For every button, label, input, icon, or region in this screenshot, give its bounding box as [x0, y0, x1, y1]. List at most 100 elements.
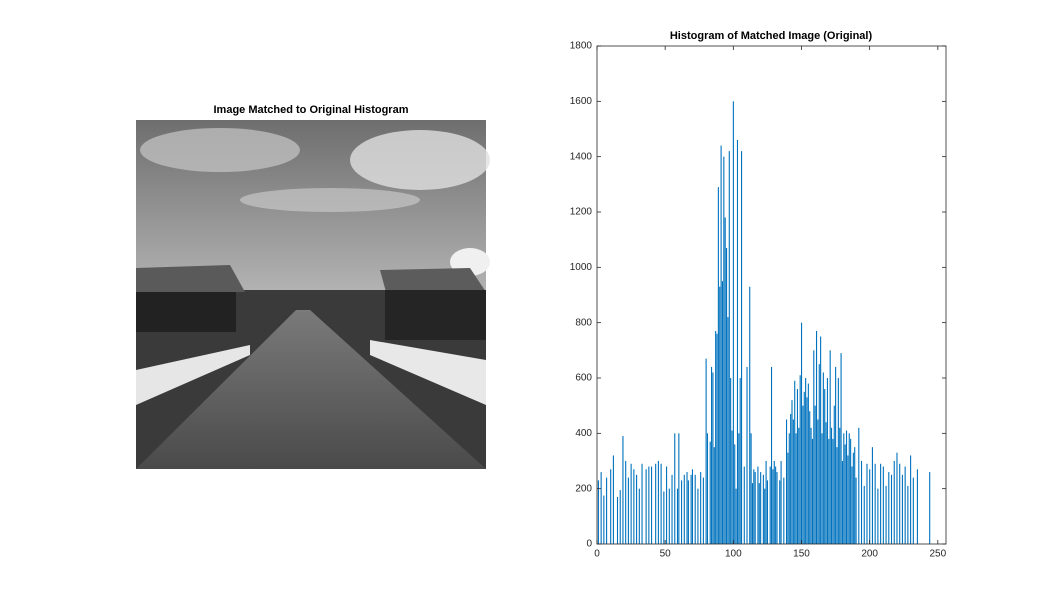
y-tick-label: 1000 — [570, 262, 593, 273]
bar — [668, 488, 670, 544]
bar — [743, 466, 745, 544]
bar — [785, 419, 788, 544]
y-tick-label: 1600 — [570, 96, 593, 107]
chart-title: Histogram of Matched Image (Original) — [670, 30, 873, 42]
y-tick-label: 0 — [586, 539, 592, 550]
bar — [739, 378, 741, 544]
bar — [772, 469, 774, 544]
bar — [912, 477, 914, 544]
bar — [749, 286, 751, 544]
bar — [657, 461, 659, 544]
bar — [690, 474, 692, 544]
bar — [723, 156, 725, 544]
bar — [791, 400, 793, 544]
bar — [666, 466, 668, 544]
bar — [896, 452, 898, 544]
bar — [606, 477, 608, 544]
bar — [686, 472, 688, 544]
bar — [858, 427, 860, 544]
bar — [769, 466, 771, 544]
bar — [610, 469, 612, 544]
bar — [727, 317, 729, 544]
bar — [851, 466, 853, 544]
photo — [136, 120, 490, 469]
bar — [888, 472, 890, 544]
bar — [753, 469, 755, 544]
bar — [612, 455, 614, 544]
bar — [783, 477, 785, 544]
bar — [765, 461, 767, 544]
bar — [806, 397, 808, 544]
bar — [627, 477, 629, 544]
bar — [705, 358, 707, 544]
bar — [721, 281, 724, 544]
bar — [712, 372, 714, 544]
bar — [866, 463, 868, 544]
bar — [818, 364, 820, 544]
bar — [771, 366, 773, 544]
bar — [741, 151, 743, 544]
bar — [815, 330, 818, 544]
bar — [890, 474, 893, 544]
bar — [758, 483, 760, 544]
y-tick-label: 400 — [575, 428, 592, 439]
bar — [869, 469, 871, 544]
bar — [709, 441, 711, 544]
bar — [738, 433, 740, 544]
bar — [724, 217, 726, 545]
bar — [803, 391, 805, 544]
bar — [719, 286, 721, 544]
x-tick-label: 250 — [929, 549, 946, 560]
bar — [874, 463, 876, 544]
bar — [810, 427, 812, 544]
bar — [633, 469, 635, 544]
bar — [792, 419, 794, 544]
bar — [720, 145, 722, 544]
bar — [754, 472, 756, 544]
bar — [603, 495, 605, 544]
bar — [904, 466, 906, 544]
bar — [805, 378, 807, 544]
bar — [802, 405, 804, 544]
bar — [764, 488, 766, 544]
bar — [731, 430, 733, 544]
x-tick-label: 100 — [725, 549, 742, 560]
bar — [828, 438, 830, 544]
bar — [787, 452, 789, 544]
bar — [798, 427, 800, 544]
bar — [871, 447, 873, 544]
bar — [826, 378, 828, 544]
bar — [839, 427, 841, 544]
bar — [796, 389, 799, 544]
bar — [852, 452, 854, 544]
bar — [697, 488, 699, 544]
bar — [683, 474, 685, 544]
y-tick-label: 600 — [575, 373, 592, 384]
bar — [910, 455, 912, 544]
bar — [600, 472, 602, 544]
bar — [811, 438, 813, 544]
bar — [760, 472, 762, 544]
bar — [622, 436, 624, 544]
bar — [899, 463, 901, 544]
bar — [840, 353, 842, 544]
bar — [706, 433, 709, 544]
x-tick-label: 200 — [861, 549, 878, 560]
bar — [655, 463, 657, 544]
bar — [630, 463, 632, 544]
bar — [711, 366, 713, 544]
bar — [788, 433, 790, 544]
bar — [736, 140, 739, 545]
x-tick-label: 50 — [660, 549, 672, 560]
bar — [822, 372, 824, 544]
bar — [800, 322, 803, 544]
axes-box — [596, 45, 947, 545]
bar — [681, 480, 683, 544]
bar — [775, 466, 777, 544]
bar — [717, 187, 719, 544]
bar — [728, 151, 730, 544]
bar — [844, 444, 846, 544]
bar — [901, 474, 903, 544]
bar — [799, 375, 801, 544]
